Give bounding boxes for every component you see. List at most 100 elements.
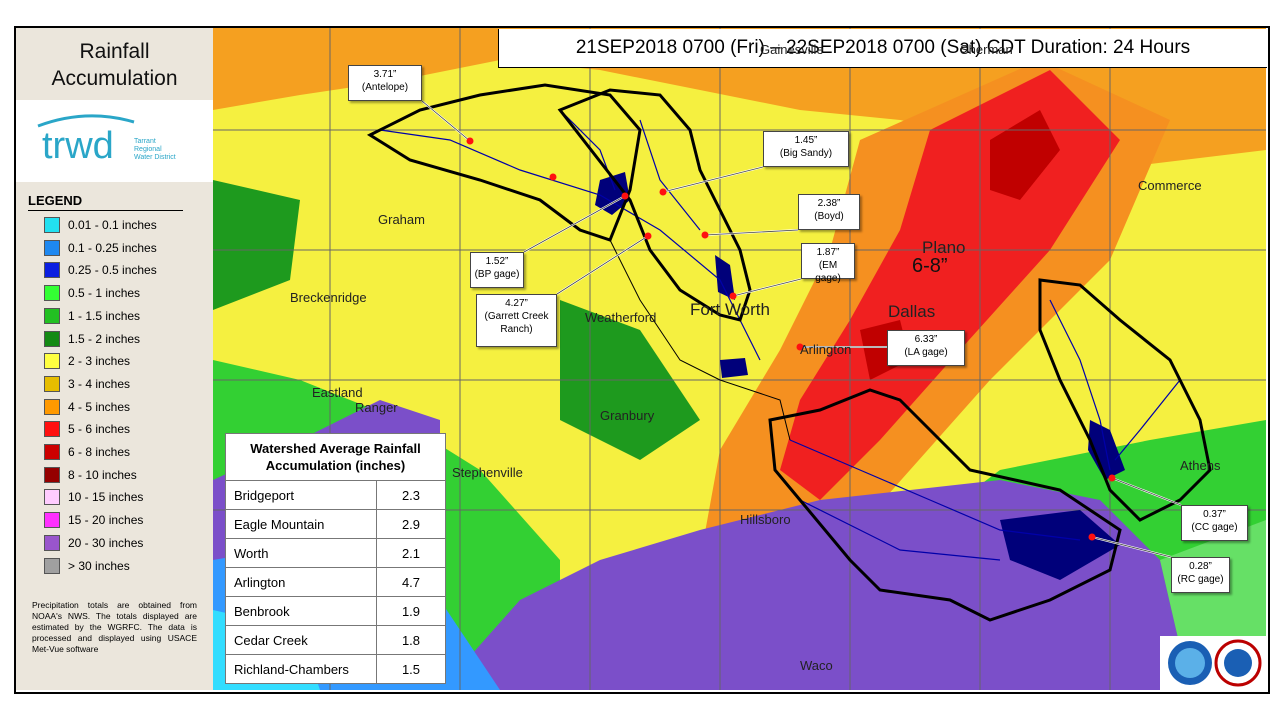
place-label: Athens <box>1180 458 1221 473</box>
callout-value: 1.45” <box>794 135 818 146</box>
watershed-name: Eagle Mountain <box>225 509 377 539</box>
table-row: Eagle Mountain 2.9 <box>225 509 446 539</box>
legend-item: > 30 inches <box>44 557 130 575</box>
legend-label: 8 - 10 inches <box>68 467 137 482</box>
legend-swatch <box>44 489 60 506</box>
table-title: Watershed Average Rainfall Accumulation … <box>225 433 446 481</box>
legend-item: 1 - 1.5 inches <box>44 307 140 325</box>
watershed-name: Cedar Creek <box>225 625 377 655</box>
callout: 0.37” (CC gage) <box>1181 505 1248 541</box>
legend-item: 1.5 - 2 inches <box>44 330 140 348</box>
watershed-outlines <box>366 83 1212 622</box>
place-label: Commerce <box>1138 178 1202 193</box>
legend-item: 8 - 10 inches <box>44 466 137 484</box>
legend-label: > 30 inches <box>68 558 130 573</box>
place-label: Fort Worth <box>690 300 770 319</box>
watershed-value: 1.5 <box>376 654 446 684</box>
legend-swatch <box>44 330 60 347</box>
watershed-value: 2.1 <box>376 538 446 568</box>
legend-item: 10 - 15 inches <box>44 488 143 506</box>
table-header-row: Watershed Average Rainfall Accumulation … <box>225 433 446 481</box>
watershed-value: 4.7 <box>376 567 446 597</box>
callout: 1.87” (EM gage) <box>801 243 855 284</box>
legend-rule <box>28 210 183 211</box>
divider <box>16 100 213 102</box>
place-label: Breckenridge <box>290 290 367 305</box>
gage-dot <box>1108 474 1116 482</box>
region-label: 6-8” <box>912 255 948 277</box>
legend-item: 0.01 - 0.1 inches <box>44 216 157 234</box>
place-label: Granbury <box>600 408 655 423</box>
table-row: Arlington 4.7 <box>225 567 446 597</box>
legend-swatch <box>44 534 60 551</box>
watershed-name: Arlington <box>225 567 377 597</box>
place-label: Plano <box>922 238 966 257</box>
callout-value: 2.38” <box>817 198 841 209</box>
place-label: Sherman <box>960 42 1013 57</box>
legend-swatch <box>44 466 60 483</box>
panel-title: Rainfall Accumulation <box>51 40 178 90</box>
watershed-table: Watershed Average Rainfall Accumulation … <box>225 433 446 684</box>
legend-title: LEGEND <box>28 193 83 208</box>
leader-line <box>662 166 764 193</box>
place-label: Stephenville <box>452 465 523 480</box>
table-row: Cedar Creek 1.8 <box>225 625 446 655</box>
leader-line <box>704 229 799 236</box>
callout-value: 1.87” <box>816 247 840 258</box>
legend-label: 0.5 - 1 inches <box>68 286 141 301</box>
leader-line <box>732 278 802 297</box>
table-row: Richland-Chambers 1.5 <box>225 654 446 684</box>
callout-name: (LA gage) <box>904 347 948 358</box>
legend-swatch <box>44 217 60 233</box>
callout-name: (RC gage) <box>1177 574 1224 585</box>
legend-item: 5 - 6 inches <box>44 420 130 438</box>
legend-swatch <box>44 421 60 438</box>
legend-swatch <box>44 512 60 529</box>
gage-dot <box>729 292 737 300</box>
leader-line <box>421 100 471 142</box>
legend-item: 15 - 20 inches <box>44 511 143 529</box>
legend-label: 20 - 30 inches <box>68 535 144 550</box>
callout-value: 6.33” <box>914 334 938 345</box>
place-label: Hillsboro <box>740 512 791 527</box>
place-label: Graham <box>378 212 425 227</box>
gage-dot <box>701 231 709 239</box>
watershed-name: Bridgeport <box>225 480 377 510</box>
watershed-name: Benbrook <box>225 596 377 626</box>
header: 21SEP2018 0700 (Fri) – 22SEP2018 0700 (S… <box>498 29 1267 68</box>
place-label: Gainesville <box>760 42 824 57</box>
legend-label: 1 - 1.5 inches <box>68 308 141 323</box>
gage-dot <box>466 137 474 145</box>
legend-swatch <box>44 285 60 302</box>
callout: 1.45” (Big Sandy) <box>763 131 849 167</box>
leader-line <box>556 235 649 295</box>
lakes <box>595 172 1125 580</box>
legend-label: 6 - 8 inches <box>68 445 131 459</box>
legend-swatch <box>44 375 60 392</box>
watershed-value: 1.8 <box>376 625 446 655</box>
legend-swatch <box>44 353 60 370</box>
logo-box <box>16 102 213 182</box>
legend-label: 0.1 - 0.25 inches <box>68 240 157 255</box>
callout-value: 3.71” <box>373 69 397 80</box>
gage-dot <box>644 232 652 240</box>
legend-item: 2 - 3 inches <box>44 352 130 370</box>
legend-swatch <box>44 398 60 415</box>
legend-label: 15 - 20 inches <box>68 513 144 528</box>
logo-text: trwd <box>42 125 114 167</box>
gage-dot <box>1088 533 1096 541</box>
legend-item: 20 - 30 inches <box>44 534 143 552</box>
place-label: Weatherford <box>585 310 657 325</box>
rainfall-field <box>213 28 1266 690</box>
place-label: Eastland <box>312 385 363 400</box>
table-row: Worth 2.1 <box>225 538 446 568</box>
leader-line <box>1111 477 1182 506</box>
gage-dot <box>621 192 629 200</box>
legend-swatch <box>44 557 60 574</box>
callout: 4.27” (Garrett Creek Ranch) <box>476 294 557 347</box>
agency-logos <box>1160 636 1266 690</box>
watershed-name: Worth <box>225 538 377 568</box>
frame <box>14 26 1270 694</box>
callout-value: 0.28” <box>1189 561 1212 572</box>
